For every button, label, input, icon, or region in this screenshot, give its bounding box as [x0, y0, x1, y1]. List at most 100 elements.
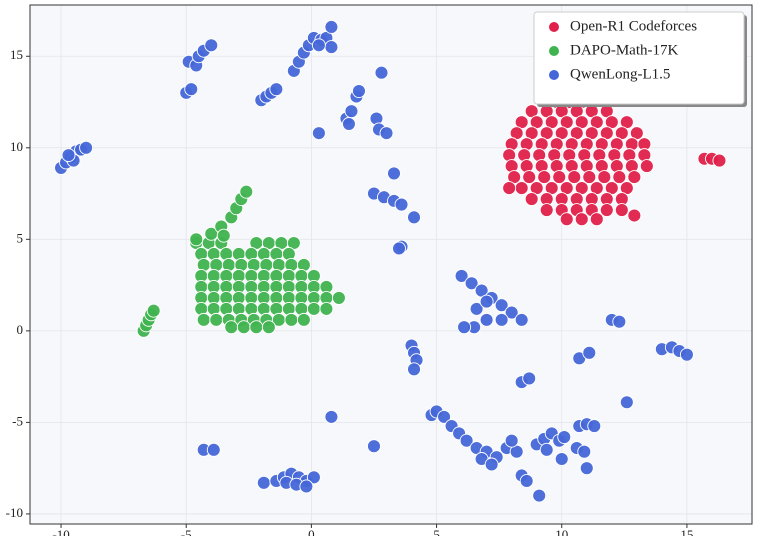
legend: [533, 11, 745, 105]
series: [136, 184, 346, 338]
point: [627, 170, 642, 185]
point: [494, 312, 509, 327]
y-tick-label: 0: [17, 322, 24, 337]
point: [189, 232, 204, 247]
point: [502, 181, 517, 196]
point: [379, 126, 394, 141]
legend-label: QwenLong-L1.5: [570, 66, 670, 82]
point: [514, 181, 529, 196]
point: [579, 461, 594, 476]
point: [567, 170, 582, 185]
point: [522, 371, 537, 386]
point: [554, 452, 569, 466]
point: [539, 203, 554, 217]
point: [296, 312, 311, 327]
point: [532, 488, 547, 503]
x-tick-label: 0: [308, 527, 315, 536]
point: [627, 208, 642, 223]
point: [184, 82, 199, 97]
point: [331, 290, 346, 305]
point: [587, 419, 602, 434]
point: [464, 276, 479, 291]
point: [319, 301, 334, 316]
point: [599, 203, 614, 217]
point: [249, 320, 264, 335]
point: [457, 320, 472, 335]
point: [612, 314, 627, 329]
point: [539, 442, 554, 457]
point: [394, 197, 409, 212]
point: [519, 474, 534, 488]
y-tick-label: 15: [10, 47, 23, 62]
y-tick-label: -10: [6, 505, 23, 520]
legend-marker: [549, 46, 559, 56]
y-tick-label: -5: [12, 413, 23, 428]
point: [61, 148, 76, 163]
x-tick-label: 5: [433, 527, 440, 536]
point: [374, 65, 389, 80]
point: [311, 126, 326, 141]
point: [324, 20, 339, 34]
point: [582, 170, 597, 185]
point: [537, 170, 552, 185]
point: [619, 395, 634, 410]
point: [224, 320, 239, 335]
x-tick-label: -5: [181, 527, 192, 536]
point: [522, 170, 537, 185]
point: [639, 159, 654, 174]
point: [352, 84, 366, 98]
point: [577, 444, 592, 459]
point: [514, 312, 529, 327]
point: [454, 268, 469, 283]
point: [479, 294, 494, 309]
point: [239, 184, 254, 199]
point: [306, 470, 321, 485]
point: [344, 104, 359, 119]
point: [614, 203, 629, 217]
point: [712, 153, 727, 168]
point: [341, 117, 356, 131]
point: [206, 442, 221, 457]
point: [209, 312, 224, 327]
point: [306, 301, 321, 316]
point: [679, 347, 694, 362]
point: [367, 439, 381, 454]
point: [524, 192, 539, 207]
y-tick-label: 5: [17, 230, 24, 245]
legend-marker: [549, 22, 559, 32]
point: [216, 228, 231, 243]
x-tick-label: 15: [680, 527, 693, 536]
point: [146, 303, 161, 318]
point: [559, 212, 574, 227]
point: [437, 409, 452, 424]
point: [407, 210, 421, 225]
point: [79, 140, 94, 155]
legend-marker: [549, 70, 559, 80]
point: [582, 345, 597, 360]
point: [504, 433, 519, 448]
x-tick-label: 10: [555, 527, 568, 536]
point: [324, 40, 339, 55]
point: [574, 212, 589, 227]
point: [311, 38, 326, 53]
point: [597, 170, 612, 185]
point: [459, 433, 474, 448]
x-tick-label: -10: [52, 527, 69, 536]
point: [407, 362, 421, 377]
point: [261, 320, 276, 335]
point: [324, 409, 339, 424]
point: [299, 479, 314, 494]
point: [494, 298, 509, 313]
legend-label: DAPO-Math-17K: [570, 42, 678, 58]
point: [204, 38, 219, 53]
point: [387, 166, 401, 181]
series: [54, 20, 694, 503]
point: [196, 312, 211, 327]
point: [469, 301, 484, 316]
point: [284, 312, 299, 327]
y-tick-label: 10: [10, 139, 23, 154]
point: [236, 320, 251, 335]
point: [557, 430, 572, 444]
point: [479, 312, 494, 327]
